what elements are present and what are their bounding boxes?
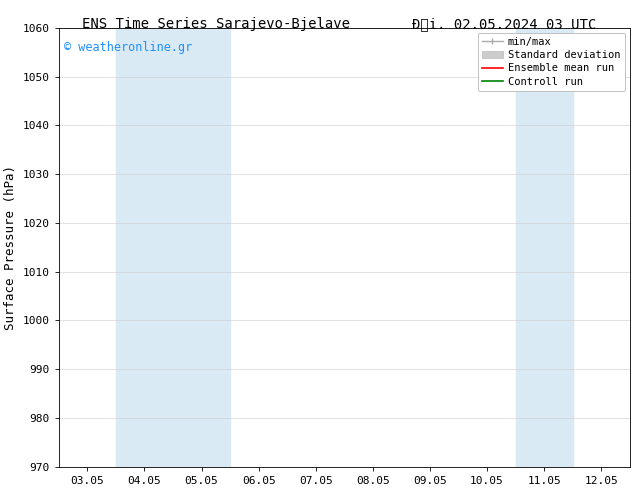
Legend: min/max, Standard deviation, Ensemble mean run, Controll run: min/max, Standard deviation, Ensemble me…: [478, 33, 624, 91]
Bar: [515, 28, 573, 467]
Text: Đải. 02.05.2024 03 UTC: Đải. 02.05.2024 03 UTC: [412, 17, 597, 31]
Text: © weatheronline.gr: © weatheronline.gr: [65, 41, 193, 54]
Bar: [116, 28, 230, 467]
Y-axis label: Surface Pressure (hPa): Surface Pressure (hPa): [4, 165, 17, 330]
Text: ENS Time Series Sarajevo-Bjelave: ENS Time Series Sarajevo-Bjelave: [82, 17, 351, 31]
